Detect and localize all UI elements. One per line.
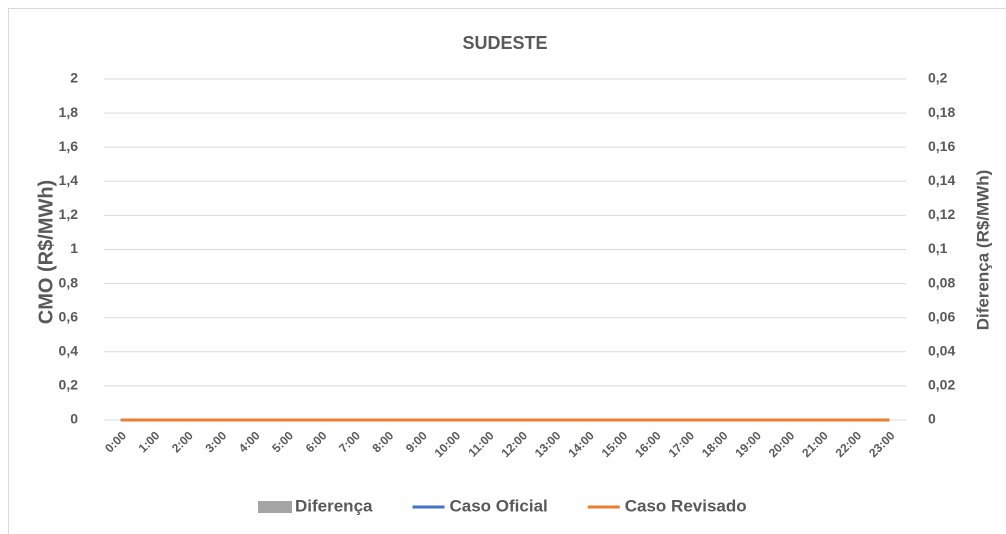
legend-label: Caso Oficial	[449, 496, 547, 515]
legend-label: Diferença	[295, 496, 373, 515]
y-tick-label: 0,2	[59, 377, 79, 393]
y-tick-label: 0,4	[59, 343, 79, 359]
y-tick-label: 1,8	[59, 104, 79, 120]
y-tick-label: 2	[70, 70, 78, 86]
y2-tick-label: 0,18	[928, 104, 955, 120]
y2-tick-label: 0,14	[928, 172, 955, 188]
y2-tick-label: 0,04	[928, 343, 955, 359]
legend-swatch	[258, 501, 292, 513]
legend-label: Caso Revisado	[625, 496, 747, 515]
y2-tick-label: 0	[928, 411, 936, 427]
y2-axis-label: Diferença (R$/MWh)	[973, 170, 992, 331]
chart-border	[8, 8, 1006, 534]
y2-tick-label: 0,02	[928, 377, 955, 393]
y2-tick-label: 0,06	[928, 308, 955, 324]
y2-tick-label: 0,16	[928, 138, 955, 154]
y-tick-label: 0,8	[59, 274, 79, 290]
chart-title: SUDESTE	[462, 33, 547, 53]
y2-tick-label: 0,08	[928, 274, 955, 290]
y2-tick-label: 0,1	[928, 240, 948, 256]
y-tick-label: 0	[70, 411, 78, 427]
y2-tick-label: 0,2	[928, 70, 948, 86]
y-tick-label: 1	[70, 240, 78, 256]
y-tick-label: 1,6	[59, 138, 79, 154]
y-tick-label: 1,4	[59, 172, 79, 188]
y2-tick-label: 0,12	[928, 206, 955, 222]
y-tick-label: 1,2	[59, 206, 79, 222]
y-tick-label: 0,6	[59, 308, 79, 324]
y-axis-label: CMO (R$/MWh)	[35, 180, 57, 324]
